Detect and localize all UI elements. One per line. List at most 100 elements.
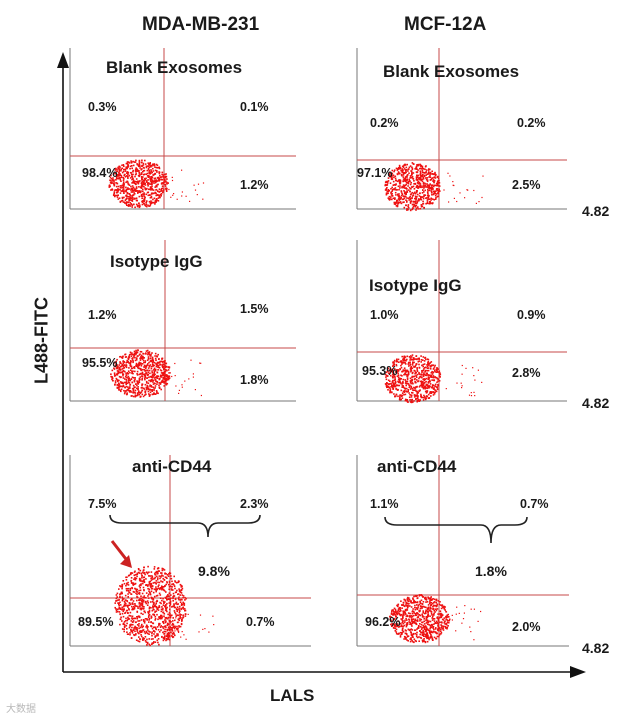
event-dot [119,613,121,616]
event-dot [422,183,425,185]
event-dot [157,365,160,367]
event-dot [170,597,172,600]
event-dot [442,605,445,608]
event-dot [400,169,402,172]
event-dot [399,614,402,617]
event-dot [135,590,138,593]
event-dot [440,632,443,634]
event-dot [142,571,144,574]
event-dot [140,365,143,367]
event-dot [198,631,200,633]
event-dot [385,374,388,377]
event-dot [135,197,138,199]
event-dot [402,166,405,169]
event-dot [406,599,409,601]
event-dot [132,629,135,632]
event-dot [412,640,414,643]
event-dot [425,392,428,394]
event-dot [410,600,412,602]
event-dot [398,165,401,168]
event-dot [139,167,141,169]
event-dot [393,368,396,370]
event-dot [147,597,150,599]
event-dot [138,640,141,643]
event-dot [121,596,124,598]
event-dot [426,628,428,631]
event-dot [127,373,129,375]
event-dot [414,168,416,170]
event-dot [431,617,433,619]
event-dot [405,183,407,186]
event-dot [434,369,436,372]
event-dot [159,363,162,366]
event-dot [419,380,422,383]
event-dot [178,611,181,614]
event-dot [148,575,150,577]
event-dot [393,183,396,186]
panel-title: Blank Exosomes [106,58,243,77]
event-dot [149,592,152,594]
event-dot [141,598,144,601]
event-dot [141,178,143,181]
event-dot [116,168,118,171]
event-dot [430,197,432,200]
event-dot [116,592,119,595]
event-dot [404,612,406,614]
event-dot [152,359,154,362]
event-dot [428,189,431,192]
event-dot [138,393,141,396]
event-dot [148,581,151,583]
event-dot [446,614,448,617]
event-dot [135,639,138,641]
event-dot [123,628,125,631]
event-dot [146,638,148,641]
event-dot [161,569,164,572]
event-dot [134,173,137,176]
event-dot [154,172,156,175]
event-dot [411,176,414,178]
event-dot [414,372,416,375]
event-dot [141,377,143,380]
event-dot [156,190,159,192]
event-dot [134,603,136,605]
event-dot [399,608,402,611]
event-dot [116,610,119,613]
event-dot [179,583,182,586]
quadrant-label-lower-left: 98.4% [82,166,118,180]
event-dot [115,173,117,175]
event-dot [163,636,166,638]
event-dot [419,163,421,166]
event-dot [125,356,128,358]
event-dot [118,169,121,172]
event-dot [153,633,155,635]
event-dot [418,400,421,402]
event-dot [131,376,134,379]
event-dot [419,633,421,636]
event-dot [413,629,416,631]
event-dot [386,375,389,377]
event-dot [422,601,425,603]
event-dot [142,625,144,628]
event-dot [154,203,156,205]
event-dot [426,621,429,623]
event-dot [131,629,133,632]
event-dot [435,637,437,640]
event-dot [455,613,457,615]
event-dot [148,188,151,190]
event-dot [143,183,146,185]
event-dot [146,384,149,387]
event-dot [447,172,449,174]
event-dot [166,374,168,376]
event-dot [134,633,137,636]
event-dot [412,632,415,635]
event-dot [126,188,129,191]
event-dot [425,397,427,399]
event-dot [435,598,438,601]
event-dot [128,390,131,393]
event-dot [422,168,424,170]
event-dot [389,388,392,390]
event-dot [143,569,145,571]
event-dot [401,362,404,364]
event-dot [165,189,168,191]
event-dot [133,628,135,631]
